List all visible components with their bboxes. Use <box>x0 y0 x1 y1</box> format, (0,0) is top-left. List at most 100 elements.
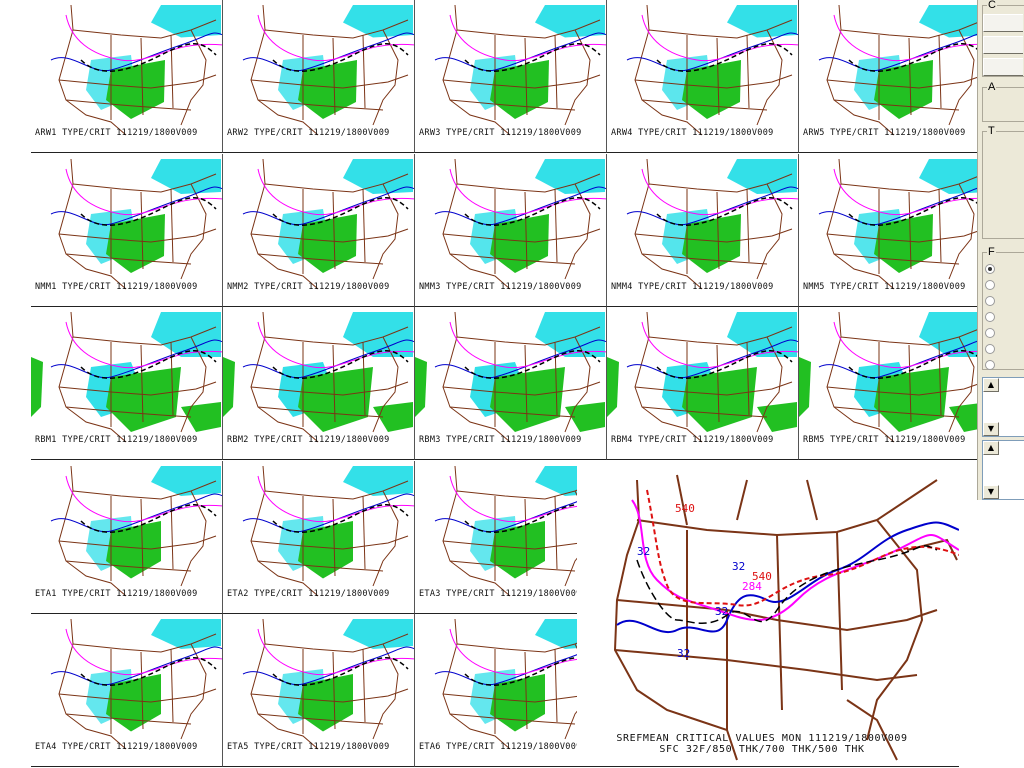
panel-label: NMM2 TYPE/CRIT 111219/1800V009 <box>227 281 390 292</box>
radio-option-2[interactable] <box>985 280 995 290</box>
spinner-1[interactable]: ▲ ▼ <box>982 377 1024 437</box>
ensemble-member-panel: ARW2 TYPE/CRIT 111219/1800V009 <box>223 0 415 153</box>
us-map <box>818 158 990 289</box>
contour-label: 32 <box>677 647 690 660</box>
us-map <box>50 465 222 596</box>
panel-label: ETA1 TYPE/CRIT 111219/1800V009 <box>35 588 198 599</box>
spinner-2-down-button[interactable]: ▼ <box>983 485 999 499</box>
us-map <box>818 4 990 136</box>
panel-label: NMM5 TYPE/CRIT 111219/1800V009 <box>803 281 966 292</box>
ensemble-member-panel: NMM3 TYPE/CRIT 111219/1800V009 <box>415 153 607 307</box>
sidebar-button-1[interactable] <box>983 14 1023 32</box>
panel-label: ARW2 TYPE/CRIT 111219/1800V009 <box>227 128 390 138</box>
panel-label: ETA5 TYPE/CRIT 111219/1800V009 <box>227 742 390 752</box>
panel-label: RBM5 TYPE/CRIT 111219/1800V009 <box>803 435 966 445</box>
ensemble-member-panel: ARW4 TYPE/CRIT 111219/1800V009 <box>607 0 799 153</box>
group-c-title: C <box>987 0 997 11</box>
us-map <box>607 311 798 443</box>
contour-label: 540 <box>675 502 695 515</box>
ensemble-member-panel: NMM1 TYPE/CRIT 111219/1800V009 <box>31 153 223 307</box>
us-map <box>799 311 990 443</box>
panel-label: NMM4 TYPE/CRIT 111219/1800V009 <box>611 281 774 292</box>
group-a: A <box>982 81 1024 122</box>
ensemble-member-panel: ETA1 TYPE/CRIT 111219/1800V009 <box>31 460 223 614</box>
us-map <box>242 158 414 289</box>
ensemble-member-panel: ETA2 TYPE/CRIT 111219/1800V009 <box>223 460 415 614</box>
panel-label: ETA3 TYPE/CRIT 111219/1800V009 <box>419 588 582 599</box>
sidebar-button-3[interactable] <box>983 58 1023 76</box>
sidebar-button-2[interactable] <box>983 36 1023 54</box>
ensemble-panel-grid: ARW1 TYPE/CRIT 111219/1800V009 ARW2 TYPE/… <box>31 0 991 768</box>
radio-option-7[interactable] <box>985 360 995 370</box>
ensemble-member-panel: RBM4 TYPE/CRIT 111219/1800V009 <box>607 307 799 460</box>
ensemble-member-panel: ETA5 TYPE/CRIT 111219/1800V009 <box>223 614 415 767</box>
spinner-1-down-button[interactable]: ▼ <box>983 422 999 436</box>
mean-title-line1: SREFMEAN CRITICAL VALUES MON 111219/1800… <box>616 733 908 744</box>
ensemble-member-panel: RBM3 TYPE/CRIT 111219/1800V009 <box>415 307 607 460</box>
group-f: F <box>982 246 1024 370</box>
us-map <box>242 618 414 750</box>
us-map <box>626 158 798 289</box>
us-map <box>434 618 606 750</box>
ensemble-member-panel: NMM5 TYPE/CRIT 111219/1800V009 <box>799 153 991 307</box>
panel-label: RBM2 TYPE/CRIT 111219/1800V009 <box>227 435 390 445</box>
us-map <box>434 158 606 289</box>
ensemble-member-panel: ARW5 TYPE/CRIT 111219/1800V009 <box>799 0 991 153</box>
control-sidebar: C A T F ▲ ▼ ▲ ▼ <box>977 0 1024 500</box>
mean-title-line2: SFC 32F/850 THK/700 THK/500 THK <box>659 744 865 755</box>
us-map <box>31 311 222 443</box>
panel-label: ETA4 TYPE/CRIT 111219/1800V009 <box>35 742 198 752</box>
ensemble-member-panel: ETA4 TYPE/CRIT 111219/1800V009 <box>31 614 223 767</box>
panel-label: RBM3 TYPE/CRIT 111219/1800V009 <box>419 435 582 445</box>
arrow-down-icon: ▼ <box>987 487 995 496</box>
ensemble-member-panel: RBM2 TYPE/CRIT 111219/1800V009 <box>223 307 415 460</box>
panel-label: ARW1 TYPE/CRIT 111219/1800V009 <box>35 128 198 138</box>
contour-label: 32 <box>637 545 650 558</box>
panel-label: ARW5 TYPE/CRIT 111219/1800V009 <box>803 128 966 138</box>
spinner-2-up-button[interactable]: ▲ <box>983 441 999 455</box>
ensemble-member-panel: NMM2 TYPE/CRIT 111219/1800V009 <box>223 153 415 307</box>
us-map <box>223 311 414 443</box>
panel-label: ARW4 TYPE/CRIT 111219/1800V009 <box>611 128 774 138</box>
panel-label: ARW3 TYPE/CRIT 111219/1800V009 <box>419 128 582 138</box>
us-map <box>50 158 222 289</box>
radio-option-3[interactable] <box>985 296 995 306</box>
panel-label: NMM1 TYPE/CRIT 111219/1800V009 <box>35 281 198 292</box>
ensemble-member-panel: ETA3 TYPE/CRIT 111219/1800V009 <box>415 460 607 614</box>
radio-option-1[interactable] <box>985 264 995 274</box>
us-map <box>626 4 798 136</box>
group-t: T <box>982 125 1024 239</box>
group-c: C <box>982 0 1024 77</box>
us-map <box>50 618 222 750</box>
srefmean-critical-values-map: 540 32 32 540 284 32 32 SREFMEAN CRITICA… <box>577 460 959 767</box>
panel-label: ETA6 TYPE/CRIT 111219/1800V009 <box>419 742 582 752</box>
us-map <box>242 4 414 136</box>
group-a-title: A <box>987 81 997 93</box>
panel-label: ETA2 TYPE/CRIT 111219/1800V009 <box>227 588 390 599</box>
group-f-title: F <box>987 246 996 258</box>
arrow-down-icon: ▼ <box>987 424 995 433</box>
spinner-2[interactable]: ▲ ▼ <box>982 440 1024 500</box>
contour-label: 284 <box>742 580 762 593</box>
group-t-title: T <box>987 125 996 137</box>
us-map <box>434 4 606 136</box>
panel-label: NMM3 TYPE/CRIT 111219/1800V009 <box>419 281 582 292</box>
ensemble-member-panel: RBM5 TYPE/CRIT 111219/1800V009 <box>799 307 991 460</box>
panel-label: RBM4 TYPE/CRIT 111219/1800V009 <box>611 435 774 445</box>
ensemble-member-panel: ARW1 TYPE/CRIT 111219/1800V009 <box>31 0 223 153</box>
contour-label: 540 <box>752 570 772 583</box>
spinner-1-up-button[interactable]: ▲ <box>983 378 999 392</box>
contour-label: 32 <box>715 605 728 618</box>
arrow-up-icon: ▲ <box>987 380 995 389</box>
us-map <box>50 4 222 136</box>
us-map-mean: 540 32 32 540 284 32 32 <box>613 474 959 761</box>
ensemble-member-panel: RBM1 TYPE/CRIT 111219/1800V009 <box>31 307 223 460</box>
ensemble-member-panel: NMM4 TYPE/CRIT 111219/1800V009 <box>607 153 799 307</box>
radio-option-6[interactable] <box>985 344 995 354</box>
us-map <box>415 311 606 443</box>
radio-option-5[interactable] <box>985 328 995 338</box>
us-map <box>242 465 414 596</box>
ensemble-member-panel: ARW3 TYPE/CRIT 111219/1800V009 <box>415 0 607 153</box>
panel-label: RBM1 TYPE/CRIT 111219/1800V009 <box>35 435 198 445</box>
radio-option-4[interactable] <box>985 312 995 322</box>
